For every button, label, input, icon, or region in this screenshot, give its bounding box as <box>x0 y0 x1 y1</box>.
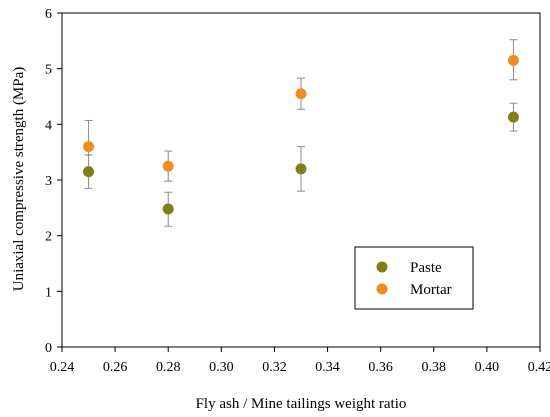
x-tick-label: 0.30 <box>209 360 234 375</box>
x-tick-label: 0.32 <box>262 360 287 375</box>
x-axis-ticks: 0.24 0.26 0.28 0.30 0.32 0.34 0.36 0.38 0.40 0.42 <box>50 347 550 375</box>
data-point <box>162 203 174 215</box>
x-axis-title: Fly ash / Mine tailings weight ratio <box>196 396 407 412</box>
legend-box <box>354 246 474 310</box>
legend: Paste Mortar <box>354 246 474 310</box>
data-points <box>83 54 519 215</box>
y-tick-label: 0 <box>45 341 52 356</box>
error-bars <box>84 39 518 227</box>
x-tick-label: 0.28 <box>156 360 181 375</box>
data-point <box>295 163 307 175</box>
data-point <box>83 166 95 178</box>
x-tick-label: 0.26 <box>103 360 128 375</box>
x-tick-label: 0.40 <box>475 360 500 375</box>
legend-marker <box>376 283 388 295</box>
x-tick-label: 0.34 <box>315 360 340 375</box>
y-axis-ticks: 0 1 2 3 4 5 6 <box>45 7 62 356</box>
y-tick-label: 5 <box>45 63 52 78</box>
legend-label: Paste <box>410 260 442 276</box>
data-point <box>295 88 307 100</box>
y-tick-label: 2 <box>45 230 52 245</box>
data-point <box>162 160 174 172</box>
x-tick-label: 0.38 <box>422 360 447 375</box>
y-tick-label: 3 <box>45 174 52 189</box>
data-point <box>507 54 519 66</box>
x-tick-label: 0.36 <box>368 360 393 375</box>
x-tick-label: 0.24 <box>50 360 75 375</box>
legend-marker <box>376 261 388 273</box>
y-tick-label: 4 <box>45 118 52 133</box>
x-tick-label: 0.42 <box>528 360 550 375</box>
data-point <box>83 141 95 153</box>
legend-label: Mortar <box>410 282 452 298</box>
y-tick-label: 1 <box>45 285 52 300</box>
y-axis-title: Uniaxial compressive strength (MPa) <box>11 67 27 292</box>
y-tick-label: 6 <box>45 7 52 22</box>
data-point <box>507 111 519 123</box>
